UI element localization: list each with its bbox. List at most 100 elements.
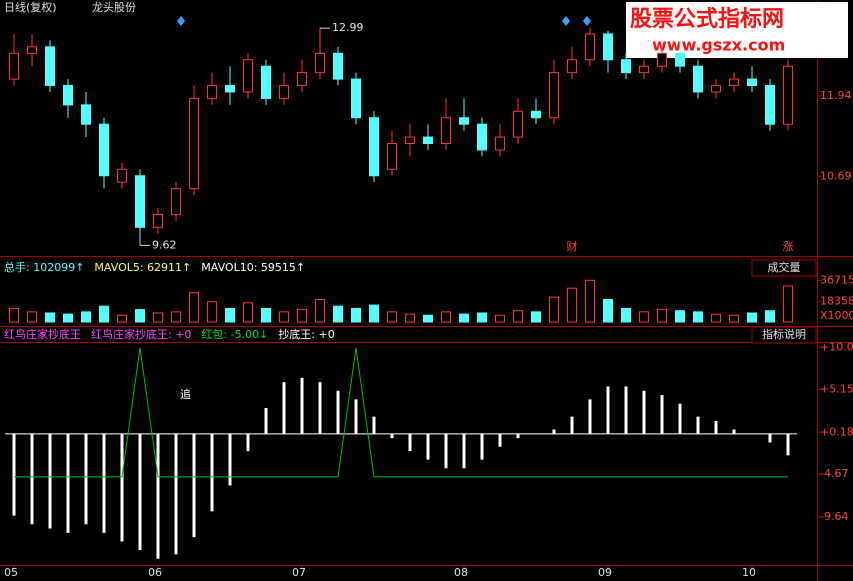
- volume-bar: [189, 292, 199, 323]
- volume-bar: [9, 307, 19, 323]
- candle-body: [459, 117, 469, 125]
- volume-bar: [567, 287, 577, 323]
- volume-bar: [243, 302, 253, 323]
- volume-bar: [783, 285, 793, 323]
- annotation: 追: [180, 387, 191, 401]
- volume-bar: [441, 311, 451, 323]
- candle-body: [639, 65, 649, 74]
- candle-body: [729, 78, 739, 87]
- volume-bar: [279, 311, 289, 323]
- candle-body: [549, 72, 559, 119]
- volume-bar: [117, 314, 127, 323]
- y-tick-label: 10.69: [820, 169, 852, 182]
- candle-body: [153, 213, 163, 228]
- volume-bar: [693, 311, 703, 323]
- volume-bar: [99, 305, 109, 323]
- candle-body: [315, 52, 325, 74]
- volume-bar: [477, 312, 487, 323]
- button-label[interactable]: 指标说明: [762, 327, 806, 341]
- unit-label: X1000: [820, 309, 853, 322]
- candle-body: [531, 110, 541, 119]
- candle-body: [189, 97, 199, 190]
- volume-bar: [423, 314, 433, 323]
- signal-marker: [177, 16, 185, 26]
- candle-body: [351, 78, 361, 119]
- candle-body: [81, 104, 91, 125]
- volume-bar: [639, 311, 649, 323]
- volume-bar: [495, 314, 505, 323]
- candle-body: [9, 52, 19, 80]
- volume-bar: [621, 307, 631, 323]
- x-tick-label: 05: [4, 566, 18, 579]
- candle-body: [423, 136, 433, 145]
- candle-body: [27, 46, 37, 54]
- volume-bar: [153, 312, 163, 323]
- candle-body: [567, 59, 577, 74]
- y-tick-label: 11.94: [820, 89, 852, 102]
- event-label: 涨: [783, 240, 794, 253]
- candle-body: [783, 65, 793, 125]
- candle-body: [279, 85, 289, 99]
- candle-body: [243, 59, 253, 93]
- candle-body: [657, 52, 667, 67]
- candle-body: [621, 59, 631, 74]
- volume-bar: [369, 304, 379, 323]
- volume-bar: [225, 307, 235, 323]
- button-label[interactable]: 成交量: [768, 260, 801, 274]
- candle-body: [99, 123, 109, 177]
- logo-box: [626, 2, 848, 58]
- candle-body: [63, 85, 73, 106]
- volume-bar: [81, 311, 91, 323]
- candle-body: [675, 52, 685, 67]
- x-tick-label: 08: [454, 566, 468, 579]
- y-tick-label: -9.64: [820, 510, 848, 523]
- signal-marker: [583, 16, 591, 26]
- y-tick-label: +5.15: [820, 382, 853, 395]
- min-label: 9.62: [152, 238, 177, 251]
- y-tick-label: +0.182: [820, 425, 853, 438]
- volume-bar: [513, 310, 523, 323]
- candle-body: [603, 33, 613, 61]
- candle-body: [207, 85, 217, 99]
- logo-url: www.gszx.com: [652, 36, 785, 55]
- legend-entry: 红鸟庄家抄底王: [4, 327, 81, 341]
- x-tick-label: 06: [148, 566, 162, 579]
- legend-entry: 抄底王: +0: [278, 327, 334, 341]
- volume-bar: [765, 310, 775, 323]
- volume-bar: [207, 301, 217, 323]
- candle-body: [765, 85, 775, 125]
- candle-body: [747, 78, 757, 87]
- volume-bar: [387, 311, 397, 323]
- button: [751, 259, 817, 277]
- candle-body: [369, 117, 379, 177]
- candle-body: [225, 85, 235, 93]
- legend-entry: 红包: -5.00↓: [201, 328, 268, 341]
- volume-bar: [45, 312, 55, 323]
- volume-bar: [603, 298, 613, 323]
- indicator-line: [14, 347, 788, 478]
- volume-bar: [261, 307, 271, 323]
- volume-bar: [333, 305, 343, 323]
- volume-bar: [297, 309, 307, 323]
- candle-body: [495, 136, 505, 151]
- volume-bar: [711, 313, 721, 323]
- y-tick-label: -4.67: [820, 467, 848, 480]
- y-tick-label: 18358: [820, 294, 853, 307]
- volume-bar: [549, 296, 559, 323]
- volume-bar: [405, 313, 415, 323]
- button: [751, 326, 817, 344]
- legend-entry: 总手: 102099↑: [4, 260, 84, 274]
- candle-body: [333, 52, 343, 80]
- max-label: 12.99: [332, 21, 364, 34]
- volume-bar: [351, 307, 361, 323]
- stock-name: 龙头股份: [92, 1, 136, 14]
- candle-body: [513, 110, 523, 138]
- x-tick-label: 07: [292, 566, 306, 579]
- volume-bar: [729, 314, 739, 323]
- legend-entry: MAVOL10: 59515↑: [201, 261, 305, 274]
- candle-body: [693, 65, 703, 93]
- candle-body: [171, 188, 181, 215]
- volume-bar: [459, 313, 469, 323]
